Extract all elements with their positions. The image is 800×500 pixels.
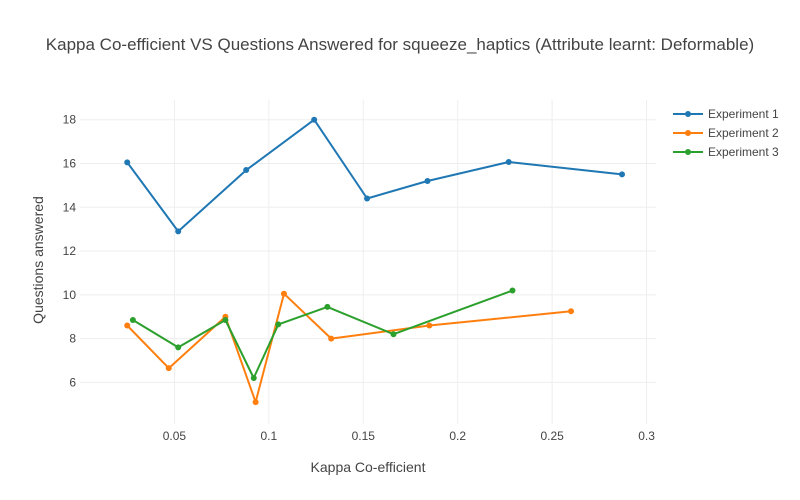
legend-swatch-marker (685, 149, 691, 155)
data-point (124, 322, 131, 329)
series-line (132, 289, 513, 379)
series-3 (129, 287, 516, 382)
legend-label: Experiment 1 (708, 107, 779, 121)
x-tick-label: 0.05 (163, 429, 187, 443)
series-line (126, 118, 623, 233)
data-point (311, 116, 318, 123)
legend-item[interactable]: Experiment 2 (673, 126, 779, 140)
data-point (280, 290, 287, 297)
y-tick-label: 14 (63, 200, 77, 214)
legend-swatch-marker (685, 130, 691, 136)
data-point (129, 317, 136, 324)
x-tick-label: 0.1 (261, 429, 278, 443)
data-point (175, 344, 182, 351)
legend-swatch-marker (685, 111, 691, 117)
y-axis-title: Questions answered (30, 196, 46, 324)
x-axis-title: Kappa Co-efficient (311, 459, 426, 475)
data-point (505, 158, 512, 165)
data-point (424, 178, 431, 184)
series-2 (124, 290, 575, 406)
x-tick-label: 0.15 (352, 429, 376, 443)
data-point (426, 322, 433, 329)
grid (80, 100, 656, 424)
data-point (252, 399, 259, 406)
data-point (124, 159, 131, 166)
legend-label: Experiment 3 (708, 145, 779, 159)
legend-label: Experiment 2 (708, 126, 779, 140)
data-point (328, 335, 335, 342)
y-tick-label: 16 (63, 156, 77, 170)
data-point (165, 365, 172, 372)
x-tick-label: 0.25 (540, 429, 564, 443)
data-point (568, 308, 575, 315)
chart-title: Kappa Co-efficient VS Questions Answered… (46, 35, 754, 54)
data-point (390, 331, 397, 338)
axes: 0.05 0.1 0.15 0.2 0.25 0.3 6 8 10 12 14 16 18 (63, 113, 656, 443)
legend-item[interactable]: Experiment 1 (673, 107, 779, 121)
y-tick-label: 18 (63, 113, 77, 127)
x-tick-label: 0.3 (638, 429, 655, 443)
data-point (275, 321, 282, 328)
y-tick-label: 10 (63, 288, 77, 302)
data-point (243, 167, 250, 174)
legend: Experiment 1 Experiment 2 Experiment 3 (673, 107, 779, 159)
data-point (619, 171, 626, 178)
legend-item[interactable]: Experiment 3 (673, 145, 779, 159)
series-1 (124, 116, 626, 235)
data-point (222, 317, 229, 324)
data-point (250, 375, 257, 382)
data-point (509, 287, 516, 294)
data-point (364, 195, 371, 202)
y-tick-label: 12 (63, 244, 77, 258)
series-layer (124, 116, 626, 406)
x-tick-label: 0.2 (449, 429, 466, 443)
data-point (175, 228, 182, 235)
y-tick-label: 6 (69, 375, 76, 389)
series-line (126, 292, 572, 404)
y-tick-label: 8 (69, 332, 76, 346)
data-point (324, 303, 331, 310)
